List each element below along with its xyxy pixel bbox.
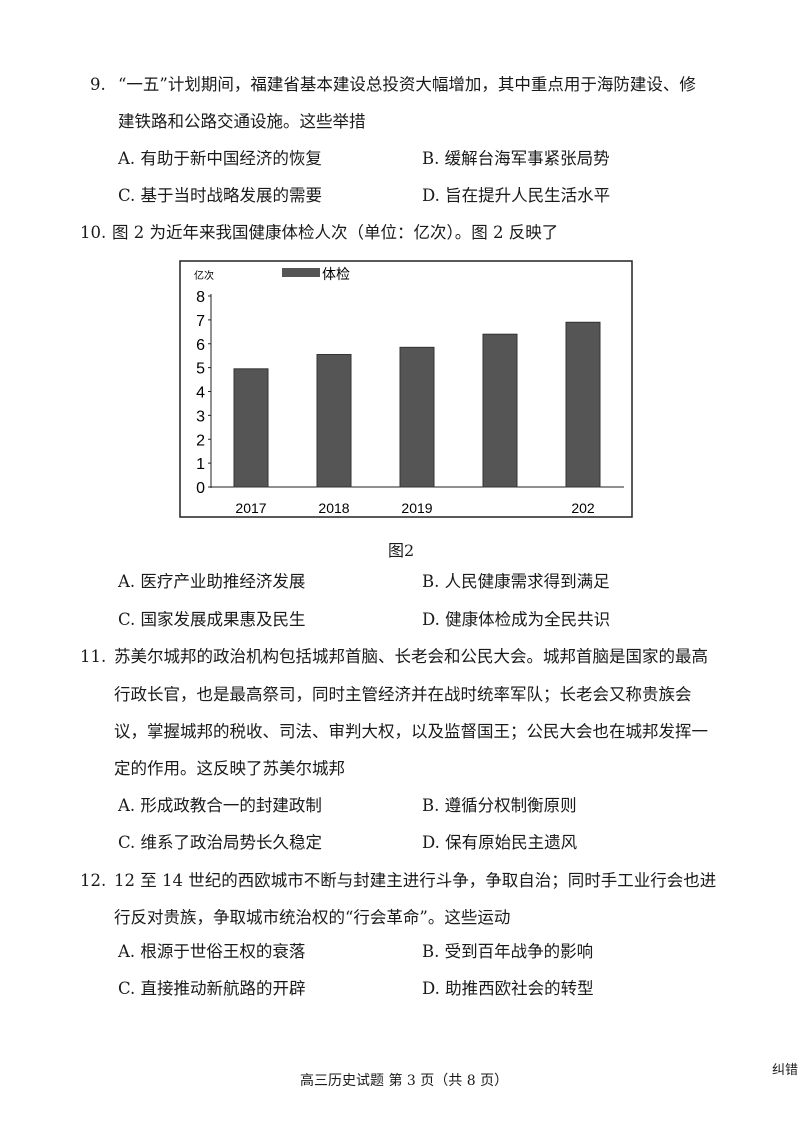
question-text: 行政长官，也是最高祭司，同时主管经济并在战时统率军队；长老会又称贵族会 (114, 685, 692, 704)
question-text: “一五”计划期间，福建省基本建设总投资大幅增加，其中重点用于海防建设、修 (118, 75, 696, 94)
question-number: 10. (80, 223, 107, 242)
option-a: A. 有助于新中国经济的恢复 (118, 149, 322, 168)
question-text: 12 至 14 世纪的西欧城市不断与封建主进行斗争，争取自治；同时手工业行会也进 (114, 871, 717, 890)
legend-swatch (282, 268, 320, 277)
option-b: B. 受到百年战争的影响 (422, 942, 594, 961)
x-tick-label: 2018 (318, 500, 349, 516)
option-a: A. 形成政教合一的封建政制 (118, 796, 322, 815)
x-tick-label: 202 (571, 500, 595, 516)
y-tick-label: 8 (196, 289, 205, 306)
question-text: 议，掌握城邦的税收、司法、审判大权，以及监督国王；公民大会也在城邦发挥一 (114, 722, 708, 741)
question-text: 图 2 为近年来我国健康体检人次（单位：亿次）。图 2 反映了 (112, 223, 559, 242)
bar-2017 (233, 368, 269, 488)
y-tick-label: 7 (196, 313, 205, 330)
question-text: 行反对贵族，争取城市统治权的“行会革命”。这些运动 (114, 908, 511, 927)
option-d: D. 保有原始民主遗风 (422, 833, 578, 852)
option-b: B. 遵循分权制衡原则 (422, 796, 577, 815)
y-tick-label: 6 (196, 337, 205, 354)
question-number: 11. (80, 647, 107, 666)
option-b: B. 人民健康需求得到满足 (422, 572, 610, 591)
option-d: D. 助推西欧社会的转型 (422, 979, 594, 998)
option-d: D. 旨在提升人民生活水平 (422, 186, 611, 205)
page-footer: 高三历史试题 第 3 页（共 8 页） (300, 1073, 509, 1089)
question-text: 苏美尔城邦的政治机构包括城邦首脑、长老会和公民大会。城邦首脑是国家的最高 (114, 647, 708, 666)
question-text: 建铁路和公路交通设施。这些举措 (118, 112, 366, 131)
option-c: C. 直接推动新航路的开辟 (118, 979, 306, 998)
corner-mark: 纠错 (772, 1063, 799, 1078)
x-tick-label: 2019 (401, 500, 432, 516)
option-a: A. 根源于世俗王权的衰落 (118, 942, 306, 961)
y-tick-label: 5 (196, 361, 205, 378)
legend-label: 体检 (322, 267, 350, 283)
unit-label: 亿次 (194, 269, 214, 282)
question-number: 12. (80, 871, 107, 890)
bar-202 (565, 321, 601, 488)
bar-category-4 (482, 333, 518, 488)
x-tick-label: 2017 (235, 500, 266, 516)
option-d: D. 健康体检成为全民共识 (422, 610, 611, 629)
bar-2018 (316, 353, 352, 488)
y-tick-label: 0 (196, 480, 205, 497)
question-number: 9. (90, 75, 106, 94)
option-a: A. 医疗产业助推经济发展 (118, 572, 306, 591)
figure-caption: 图2 (388, 541, 415, 560)
option-c: C. 基于当时战略发展的需要 (118, 186, 323, 205)
bar-2019 (399, 346, 435, 488)
y-tick-label: 3 (196, 408, 205, 425)
question-text: 定的作用。这反映了苏美尔城邦 (114, 759, 345, 778)
y-tick-label: 1 (196, 456, 205, 473)
option-c: C. 维系了政治局势长久稳定 (118, 833, 323, 852)
option-b: B. 缓解台海军事紧张局势 (422, 149, 610, 168)
y-tick-label: 4 (196, 385, 205, 402)
y-tick-label: 2 (196, 432, 205, 449)
option-c: C. 国家发展成果惠及民生 (118, 610, 306, 629)
bar-chart: 亿次 体检 0 1 2 3 4 5 6 7 8 2017 2018 2019 202 (179, 260, 633, 518)
